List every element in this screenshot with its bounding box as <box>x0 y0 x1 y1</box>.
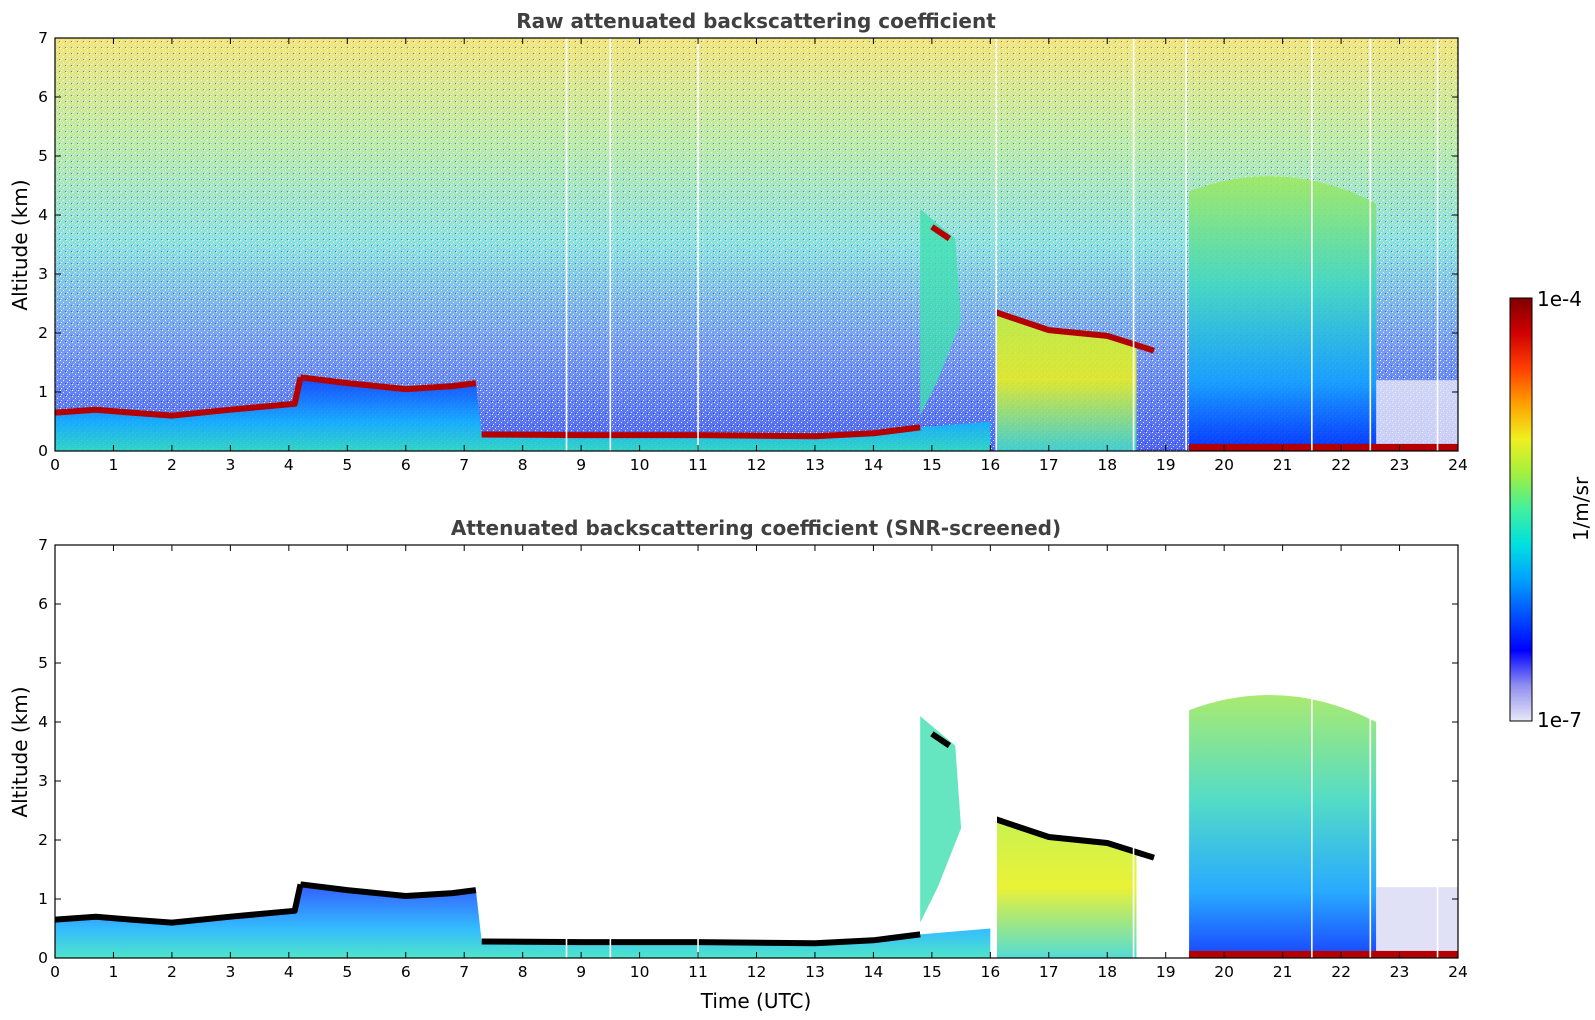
x-tick-label: 16 <box>980 963 1000 981</box>
cloud-layer-line <box>55 883 304 926</box>
x-tick-label: 8 <box>518 963 528 981</box>
cloud-layer-line <box>300 731 1155 947</box>
x-tick-label: 2 <box>167 456 177 474</box>
y-tick-label: 6 <box>38 595 48 613</box>
y-tick-label: 7 <box>38 29 48 47</box>
sparse-aerosol <box>1376 887 1458 958</box>
x-tick-label: 24 <box>1448 456 1468 474</box>
x-tick-label: 18 <box>1097 456 1117 474</box>
x-tick-label: 11 <box>688 963 708 981</box>
plume-region <box>996 816 1137 958</box>
x-tick-label: 13 <box>805 456 825 474</box>
x-tick-label: 20 <box>1214 456 1234 474</box>
x-tick-label: 4 <box>284 963 294 981</box>
y-tick-label: 1 <box>38 383 48 401</box>
snr-screened-panel: Attenuated backscattering coefficient (S… <box>8 516 1468 1013</box>
x-tick-label: 17 <box>1039 456 1059 474</box>
x-tick-label: 5 <box>342 963 352 981</box>
panel2-ylabel: Altitude (km) <box>8 686 32 817</box>
x-tick-label: 10 <box>630 456 650 474</box>
x-tick-label: 3 <box>225 963 235 981</box>
panel1-title: Raw attenuated backscattering coefficien… <box>516 9 996 33</box>
panel2-heatmap <box>55 545 1458 958</box>
colorbar-min-label: 1e-7 <box>1537 708 1582 732</box>
panel1-heatmap <box>55 38 1458 451</box>
surface-return <box>1189 950 1458 958</box>
sparse-aerosol <box>1376 380 1458 451</box>
x-tick-label: 12 <box>747 456 767 474</box>
y-tick-label: 6 <box>38 88 48 106</box>
surface-return <box>1189 443 1458 451</box>
y-tick-label: 0 <box>38 442 48 460</box>
x-tick-label: 3 <box>225 456 235 474</box>
x-tick-label: 15 <box>922 456 942 474</box>
x-tick-label: 1 <box>109 456 119 474</box>
x-tick-label: 15 <box>922 963 942 981</box>
x-tick-label: 21 <box>1273 963 1293 981</box>
cirrus-region <box>920 209 962 416</box>
raw-backscatter-panel: Raw attenuated backscattering coefficien… <box>8 9 1468 474</box>
x-tick-label: 19 <box>1156 963 1176 981</box>
y-tick-label: 3 <box>38 772 48 790</box>
x-tick-label: 2 <box>167 963 177 981</box>
x-tick-label: 20 <box>1214 963 1234 981</box>
x-tick-label: 1 <box>109 963 119 981</box>
plume-region <box>996 309 1137 451</box>
x-tick-label: 11 <box>688 456 708 474</box>
x-tick-label: 21 <box>1273 456 1293 474</box>
cirrus-region <box>920 716 962 923</box>
x-tick-label: 0 <box>50 963 60 981</box>
x-tick-label: 9 <box>576 963 586 981</box>
cloud-layer-line <box>55 376 304 419</box>
colorbar-gradient <box>1509 297 1533 722</box>
aerosol-region <box>1189 176 1377 451</box>
x-tick-label: 23 <box>1390 963 1410 981</box>
x-tick-label: 19 <box>1156 456 1176 474</box>
y-tick-label: 4 <box>38 206 48 224</box>
x-tick-label: 12 <box>747 963 767 981</box>
x-tick-label: 22 <box>1331 963 1351 981</box>
x-tick-label: 18 <box>1097 963 1117 981</box>
boundary-layer <box>55 377 991 451</box>
panel2-xlabel: Time (UTC) <box>700 989 812 1013</box>
x-tick-label: 24 <box>1448 963 1468 981</box>
y-tick-label: 4 <box>38 713 48 731</box>
x-tick-label: 6 <box>401 456 411 474</box>
y-tick-label: 1 <box>38 890 48 908</box>
colorbar-max-label: 1e-4 <box>1537 287 1582 311</box>
panel2-title: Attenuated backscattering coefficient (S… <box>451 516 1061 540</box>
y-tick-label: 2 <box>38 324 48 342</box>
x-tick-label: 6 <box>401 963 411 981</box>
x-tick-label: 5 <box>342 456 352 474</box>
y-tick-label: 0 <box>38 949 48 967</box>
boundary-layer <box>55 884 991 958</box>
x-tick-label: 7 <box>459 963 469 981</box>
x-tick-label: 4 <box>284 456 294 474</box>
y-tick-label: 3 <box>38 265 48 283</box>
cloud-layer-line <box>300 224 1155 440</box>
x-tick-label: 8 <box>518 456 528 474</box>
x-tick-label: 7 <box>459 456 469 474</box>
y-tick-label: 7 <box>38 536 48 554</box>
panel1-ylabel: Altitude (km) <box>8 179 32 310</box>
x-tick-label: 9 <box>576 456 586 474</box>
aerosol-region <box>1189 695 1377 958</box>
y-tick-label: 2 <box>38 831 48 849</box>
x-tick-label: 17 <box>1039 963 1059 981</box>
y-tick-label: 5 <box>38 654 48 672</box>
colorbar-unit-label: 1/m/sr <box>1569 476 1593 541</box>
x-tick-label: 0 <box>50 456 60 474</box>
x-tick-label: 16 <box>980 456 1000 474</box>
x-tick-label: 23 <box>1390 456 1410 474</box>
y-tick-label: 5 <box>38 147 48 165</box>
x-tick-label: 22 <box>1331 456 1351 474</box>
x-tick-label: 14 <box>864 456 884 474</box>
x-tick-label: 13 <box>805 963 825 981</box>
x-tick-label: 10 <box>630 963 650 981</box>
colorbar: 1e-4 1e-7 1/m/sr <box>1509 287 1593 732</box>
x-tick-label: 14 <box>864 963 884 981</box>
